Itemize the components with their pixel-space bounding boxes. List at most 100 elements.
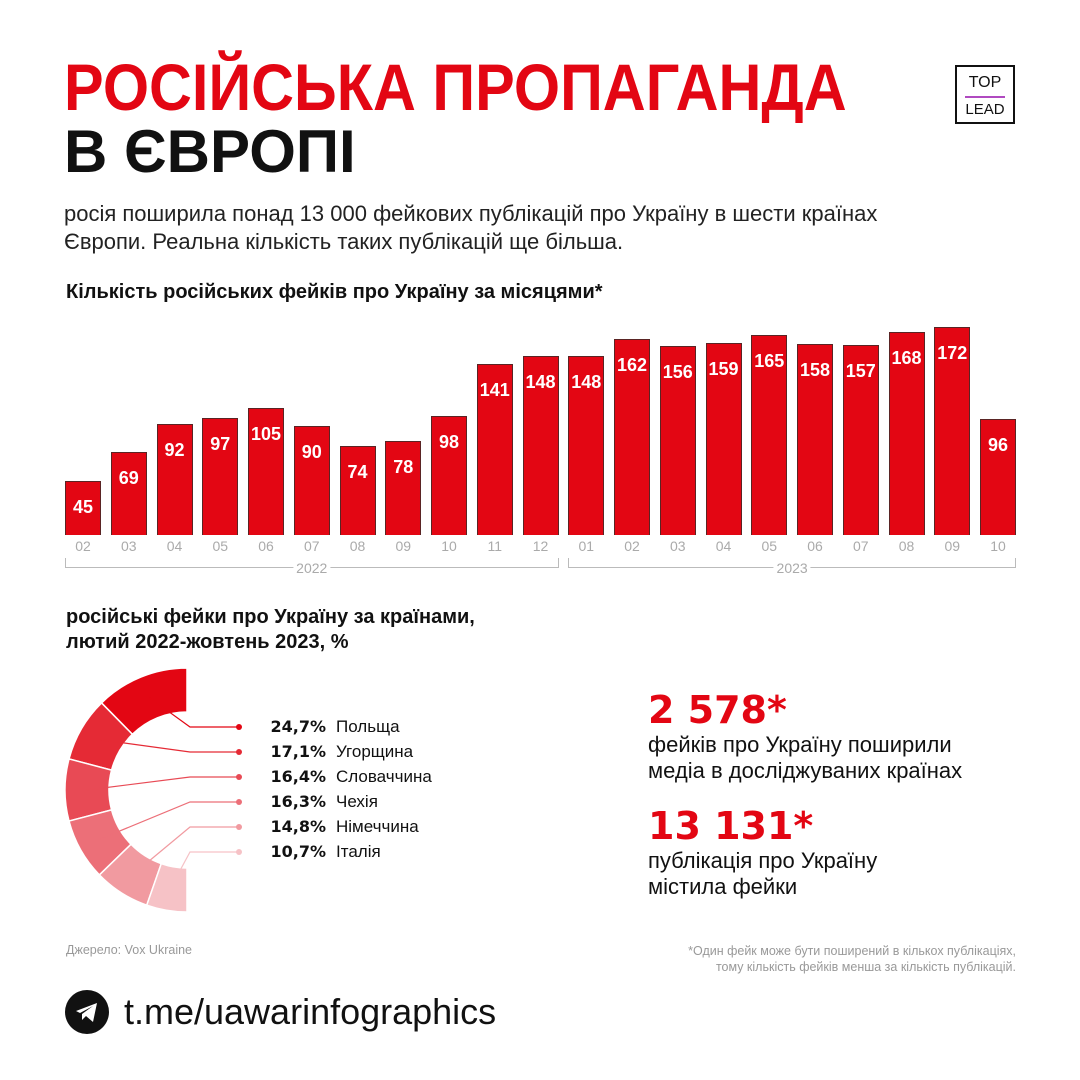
logo-bottom: LEAD	[965, 101, 1005, 118]
bar: 96	[980, 418, 1016, 535]
stat-fakes-desc1: фейків про Україну поширили	[648, 732, 952, 757]
bar: 165	[751, 335, 788, 535]
bar: 168	[888, 331, 925, 535]
bar: 148	[522, 356, 559, 535]
stat-fakes-desc2: медіа в досліджуваних країнах	[648, 758, 963, 783]
bar: 148	[568, 356, 605, 535]
legend-percent: 24,7%	[270, 717, 326, 736]
x-tick-label: 09	[944, 538, 961, 554]
bar: 69	[110, 451, 147, 535]
leader-line	[148, 696, 238, 728]
bar-value-label: 96	[987, 434, 1009, 455]
x-tick-label: 11	[487, 538, 503, 554]
bar-value-label: 74	[347, 461, 368, 482]
x-tick-label: 09	[395, 538, 412, 554]
x-tick-label: 01	[578, 538, 595, 554]
legend-dot-icon	[236, 724, 242, 730]
x-tick-label: 02	[624, 538, 640, 554]
footnote: *Один фейк може бути поширений в кількох…	[688, 943, 1016, 975]
pie-title-line1: російські фейки про Україну за країнами,	[66, 606, 475, 628]
bar-value-label: 162	[616, 355, 648, 376]
stat-fakes: 2 578* фейків про Україну поширили медіа…	[648, 688, 962, 784]
bar-value-label: 168	[891, 347, 922, 368]
x-tick-label: 10	[990, 538, 1006, 554]
bar: 78	[385, 440, 422, 535]
year-label: 2022	[293, 560, 331, 576]
x-tick-label: 07	[852, 538, 869, 554]
legend-dot-icon	[236, 824, 242, 830]
x-tick-label: 05	[212, 538, 229, 554]
bar: 158	[797, 343, 833, 535]
telegram-icon	[65, 990, 109, 1034]
legend-dot-icon	[236, 774, 242, 780]
year-label: 2023	[773, 560, 811, 576]
legend-dot-icon	[236, 749, 242, 755]
bar-value-label: 78	[393, 456, 414, 477]
bar-value-label: 165	[754, 351, 785, 372]
x-tick-label: 08	[898, 538, 915, 554]
bar-value-label: 69	[118, 467, 139, 488]
bar-value-label: 97	[210, 433, 231, 454]
legend-item: 10,7% Італія	[236, 842, 381, 862]
legend-item: 24,7% Польща	[236, 717, 400, 737]
bar-value-label: 157	[845, 361, 876, 382]
legend-country: Німеччина	[336, 817, 419, 836]
bar: 105	[248, 408, 284, 535]
bar-value-label: 92	[164, 439, 185, 460]
legend-item: 17,1% Угорщина	[236, 742, 413, 762]
footnote-line1: *Один фейк може бути поширений в кількох…	[688, 944, 1016, 958]
x-tick-label: 10	[441, 538, 457, 554]
bar: 157	[842, 345, 879, 535]
legend-percent: 14,8%	[270, 817, 326, 836]
x-tick-label: 07	[303, 538, 320, 554]
leader-line	[86, 776, 238, 791]
bar: 98	[431, 416, 467, 535]
bar-value-label: 45	[72, 496, 94, 517]
footnote-line2: тому кількість фейків менша за кількість…	[715, 960, 1016, 974]
legend-country: Словаччина	[336, 767, 432, 786]
bar-value-label: 159	[708, 358, 739, 379]
legend-percent: 10,7%	[270, 842, 326, 861]
legend-item: 16,3% Чехія	[236, 792, 378, 812]
stat-publications-desc2: містила фейки	[648, 874, 798, 899]
bar-value-label: 105	[250, 424, 282, 445]
bar: 141	[476, 364, 513, 535]
bar-value-label: 172	[937, 343, 968, 363]
legend-dot-icon	[236, 849, 242, 855]
bar: 90	[293, 426, 330, 535]
x-tick-label: 06	[807, 538, 823, 554]
x-tick-label: 12	[532, 538, 549, 554]
pie-title-line2: лютий 2022-жовтень 2023, %	[66, 631, 349, 653]
bar-value-label: 90	[301, 442, 322, 463]
bar: 172	[934, 327, 971, 535]
x-tick-label: 03	[669, 538, 686, 554]
leader-line	[169, 851, 238, 889]
bar: 156	[659, 346, 696, 535]
x-tick-label: 04	[715, 538, 732, 554]
stat-publications: 13 131* публікація про Україну містила ф…	[648, 804, 877, 900]
pie-chart-title: російські фейки про Україну за країнами,…	[66, 605, 475, 655]
bar-value-label: 98	[438, 432, 460, 453]
bar: 92	[156, 423, 193, 535]
leader-line	[132, 826, 238, 875]
title-line1: РОСІЙСЬКА ПРОПАГАНДА	[64, 50, 847, 124]
legend-country: Італія	[336, 842, 381, 861]
x-tick-label: 04	[166, 538, 183, 554]
x-tick-label: 03	[120, 538, 137, 554]
bar-value-label: 158	[799, 359, 831, 380]
legend-country: Чехія	[336, 792, 378, 811]
bar: 45	[65, 480, 101, 535]
channel-link[interactable]: t.me/uawarinfographics	[124, 991, 497, 1032]
bar: 159	[705, 342, 742, 535]
legend-item: 16,4% Словаччина	[236, 767, 432, 787]
stat-fakes-value: 2 578*	[648, 688, 787, 732]
bar-value-label: 148	[525, 372, 556, 393]
bar: 74	[339, 445, 376, 535]
legend-country: Польща	[336, 717, 400, 736]
legend-country: Угорщина	[336, 742, 414, 761]
subtitle: росія поширила понад 13 000 фейкових пуб…	[64, 201, 878, 254]
stat-publications-desc1: публікація про Україну	[648, 848, 878, 873]
source: Джерело: Vox Ukraine	[66, 943, 192, 957]
logo-top: TOP	[968, 74, 1002, 91]
bar-value-label: 141	[479, 380, 510, 401]
